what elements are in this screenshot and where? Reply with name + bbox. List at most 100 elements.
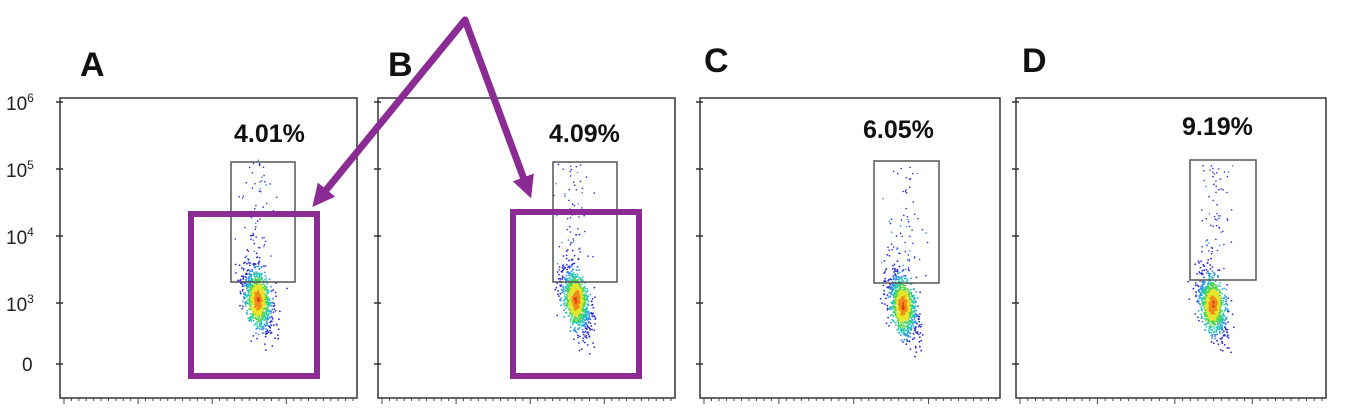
scatter-point: [260, 315, 263, 317]
scatter-point: [1227, 310, 1230, 313]
scatter-point: [261, 288, 265, 291]
scatter-point: [895, 235, 898, 237]
ytick-label-1e5: 105: [6, 158, 34, 182]
scatter-point: [894, 299, 897, 302]
scatter-point: [248, 259, 250, 261]
scatter-point: [239, 304, 241, 307]
scatter-point: [586, 344, 589, 346]
scatter-point: [568, 308, 570, 311]
scatter-point: [257, 333, 260, 336]
scatter-point: [259, 298, 262, 301]
scatter-point: [912, 315, 915, 318]
scatter-point: [898, 332, 901, 335]
scatter-point: [588, 326, 590, 329]
scatter-point: [1223, 297, 1226, 300]
scatter-point: [242, 296, 245, 298]
scatter-point: [265, 265, 267, 267]
scatter-point: [1217, 322, 1219, 325]
scatter-point: [1205, 326, 1208, 328]
scatter-point: [908, 309, 911, 312]
scatter-point: [594, 318, 597, 320]
scatter-point: [585, 337, 588, 339]
scatter-point: [584, 308, 587, 311]
scatter-point: [1216, 339, 1218, 342]
scatter-point: [246, 289, 249, 292]
scatter-point: [562, 302, 565, 305]
scatter-point: [576, 171, 579, 174]
scatter-point: [917, 217, 919, 220]
scatter-point: [245, 294, 248, 297]
scatter-point: [1197, 310, 1200, 312]
scatter-point: [890, 287, 893, 290]
scatter-point: [890, 278, 893, 281]
scatter-point: [577, 288, 581, 291]
scatter-point: [247, 279, 250, 282]
scatter-point: [887, 316, 889, 319]
scatter-point: [903, 214, 905, 217]
scatter-point: [559, 299, 562, 302]
scatter-point: [564, 195, 566, 197]
scatter-point: [255, 332, 257, 334]
scatter-point: [586, 312, 589, 314]
scatter-point: [560, 304, 563, 307]
scatter-point: [1215, 185, 1217, 187]
gate-percentage-a: 4.01%: [234, 120, 305, 148]
scatter-point: [564, 286, 567, 288]
scatter-point: [273, 308, 276, 310]
scatter-point: [244, 296, 247, 299]
scatter-point: [1215, 295, 1219, 299]
scatter-point: [890, 292, 893, 295]
scatter-point: [1210, 341, 1213, 343]
scatter-point: [910, 277, 913, 280]
scatter-point: [882, 284, 885, 287]
scatter-point: [569, 274, 572, 277]
scatter-point: [1206, 300, 1210, 304]
scatter-point: [1227, 334, 1229, 337]
scatter-point: [572, 286, 576, 289]
scatter-point: [574, 273, 577, 276]
scatter-point: [897, 284, 900, 287]
scatter-point: [582, 286, 585, 289]
scatter-point: [256, 317, 258, 320]
scatter-point: [1218, 288, 1221, 291]
scatter-point: [587, 333, 590, 335]
scatter-point: [571, 258, 574, 261]
scatter-point: [570, 265, 573, 268]
scatter-point: [248, 166, 251, 169]
scatter-point: [1219, 320, 1221, 323]
scatter-point: [1206, 296, 1209, 299]
scatter-point: [570, 285, 572, 288]
scatter-point: [1209, 317, 1213, 321]
scatter-point: [1199, 266, 1202, 269]
scatter-point: [894, 321, 897, 324]
scatter-point: [234, 263, 237, 266]
scatter-point: [572, 268, 574, 271]
scatter-point: [579, 321, 582, 323]
scatter-point: [260, 276, 263, 278]
scatter-point: [265, 184, 268, 186]
scatter-point: [575, 234, 577, 236]
gate-percentage-d: 9.19%: [1182, 113, 1253, 141]
scatter-point: [258, 287, 261, 291]
scatter-point: [1200, 307, 1203, 310]
scatter-point: [590, 325, 593, 327]
scatter-point: [1195, 291, 1197, 294]
scatter-point: [1221, 331, 1224, 334]
scatter-point: [905, 225, 908, 228]
scatter-point: [1201, 285, 1204, 288]
scatter-point: [902, 269, 905, 271]
scatter-point: [266, 301, 268, 304]
scatter-point: [257, 272, 259, 275]
scatter-point: [566, 296, 569, 298]
scatter-point: [912, 323, 914, 326]
scatter-point: [264, 343, 266, 346]
scatter-point: [243, 292, 245, 295]
scatter-point: [894, 270, 897, 272]
scatter-point: [890, 321, 892, 324]
scatter-point: [556, 271, 559, 273]
scatter-point: [1214, 286, 1217, 289]
scatter-point: [1226, 304, 1229, 306]
scatter-point: [1223, 309, 1226, 311]
scatter-point: [241, 267, 243, 269]
scatter-point: [1226, 331, 1228, 334]
